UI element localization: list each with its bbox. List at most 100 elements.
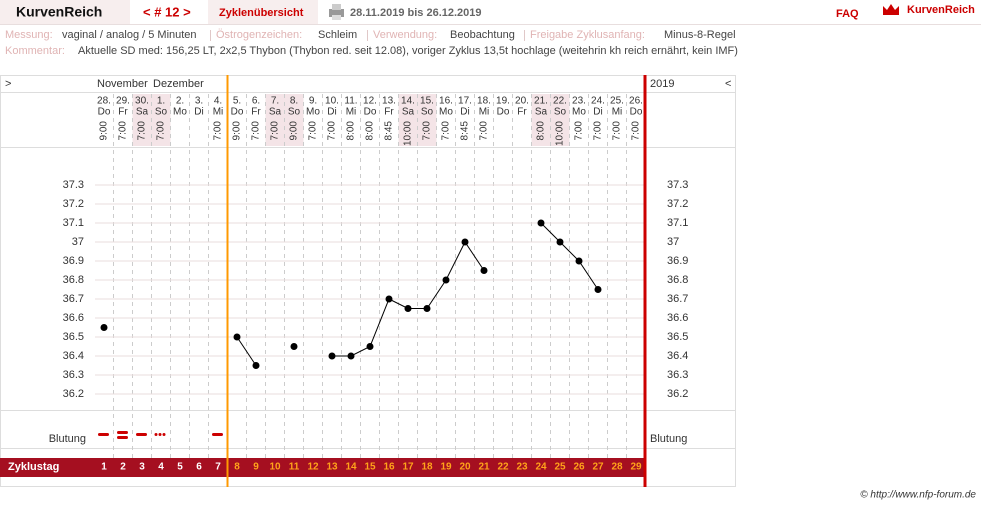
info-label: Messung: bbox=[5, 29, 53, 41]
cycle-day: 23 bbox=[516, 462, 528, 473]
temperature-point bbox=[404, 305, 412, 312]
time-label: 7:00 bbox=[270, 121, 281, 141]
y-tick-label-right: 36.3 bbox=[667, 369, 688, 381]
temperature-point bbox=[537, 219, 545, 227]
row-label: Blutung bbox=[49, 433, 86, 445]
date-label: 28. bbox=[97, 96, 111, 107]
comment-label: Kommentar: bbox=[5, 45, 65, 57]
cycle-day: 9 bbox=[253, 462, 259, 473]
y-tick-label: 36.8 bbox=[63, 274, 84, 286]
cycle-day: 18 bbox=[421, 462, 433, 473]
weekday-label: Sa bbox=[136, 107, 149, 118]
date-label: 6. bbox=[252, 96, 260, 107]
logo-icon bbox=[883, 4, 899, 15]
date-label: 9. bbox=[309, 96, 317, 107]
info-label: Freigabe Zyklusanfang: bbox=[530, 29, 645, 41]
bleeding-marks bbox=[98, 431, 223, 439]
weekday-label: Di bbox=[593, 107, 602, 118]
time-label: 7:00 bbox=[251, 121, 262, 141]
cycle-day: 7 bbox=[215, 462, 221, 473]
date-label: 2. bbox=[176, 96, 184, 107]
y-tick-label: 37.1 bbox=[63, 217, 84, 229]
date-label: 12. bbox=[363, 96, 377, 107]
info-value: Beobachtung bbox=[450, 29, 515, 41]
cycle-day: 6 bbox=[196, 462, 202, 473]
time-label: 7:00 bbox=[137, 121, 148, 141]
weekday-label: Fr bbox=[384, 107, 394, 118]
chart-frame bbox=[0, 75, 736, 487]
time-label: 9:00 bbox=[289, 121, 300, 141]
month-label: November bbox=[97, 78, 148, 90]
date-label: 19. bbox=[496, 96, 510, 107]
y-tick-label: 36.6 bbox=[63, 312, 84, 324]
weekday-label: Fr bbox=[118, 107, 128, 118]
weekend-shade bbox=[531, 94, 551, 146]
date-label: 24. bbox=[591, 96, 605, 107]
cycle-day: 26 bbox=[573, 462, 585, 473]
weekday-label: Fr bbox=[251, 107, 261, 118]
date-label: 21. bbox=[534, 96, 548, 107]
temperature-point bbox=[252, 362, 260, 369]
overview-link[interactable]: Zyklenübersicht bbox=[219, 7, 304, 19]
cycle-day: 10 bbox=[269, 462, 281, 473]
time-label: 7:00 bbox=[574, 121, 585, 141]
weekday-label: So bbox=[421, 107, 434, 118]
cycle-day: 4 bbox=[158, 462, 164, 473]
overview-box bbox=[208, 0, 318, 24]
weekend-shade bbox=[151, 94, 171, 146]
cycle-nav[interactable]: < # 12 > bbox=[143, 4, 191, 19]
temperature-point bbox=[366, 343, 374, 350]
cycle-day: 16 bbox=[383, 462, 395, 473]
row-label-right: Blutung bbox=[650, 433, 687, 445]
time-label: 8:00 bbox=[365, 121, 376, 141]
cycle-day: 28 bbox=[611, 462, 623, 473]
weekday-label: Fr bbox=[517, 107, 527, 118]
weekday-label: Sa bbox=[402, 107, 415, 118]
brand[interactable]: KurvenReich bbox=[16, 4, 102, 20]
y-tick-label-right: 37.3 bbox=[667, 179, 688, 191]
print-icon[interactable] bbox=[329, 4, 344, 20]
cycle-day: 22 bbox=[497, 462, 509, 473]
cycle-day: 2 bbox=[120, 462, 126, 473]
logo-text[interactable]: KurvenReich bbox=[907, 4, 975, 16]
weekday-label: Mi bbox=[213, 107, 224, 118]
cycle-day: 29 bbox=[630, 462, 642, 473]
time-label: 10:00 bbox=[403, 121, 414, 146]
faq-link[interactable]: FAQ bbox=[836, 8, 859, 20]
y-tick-label-right: 37 bbox=[667, 236, 679, 248]
weekday-label: Do bbox=[497, 107, 510, 118]
weekday-label: Do bbox=[231, 107, 244, 118]
cycle-day: 17 bbox=[402, 462, 414, 473]
cycle-day: 25 bbox=[554, 462, 566, 473]
date-label: 13. bbox=[382, 96, 396, 107]
temperature-point bbox=[328, 352, 336, 360]
info-value: Schleim bbox=[318, 29, 357, 41]
y-tick-label-right: 37.1 bbox=[667, 217, 688, 229]
date-label: 30. bbox=[135, 96, 149, 107]
weekday-label: Mi bbox=[346, 107, 357, 118]
temperature-point bbox=[480, 267, 488, 274]
temperature-point bbox=[233, 333, 241, 341]
time-label: 7:00 bbox=[118, 121, 129, 141]
weekday-label: Di bbox=[194, 107, 203, 118]
weekday-label: Do bbox=[630, 107, 643, 118]
date-label: 16. bbox=[439, 96, 453, 107]
temperature-point bbox=[385, 295, 393, 303]
cycle-day: 24 bbox=[535, 462, 547, 473]
temperature-line bbox=[540, 222, 599, 290]
weekday-label: Mi bbox=[479, 107, 490, 118]
y-tick-label: 36.3 bbox=[63, 369, 84, 381]
date-label: 5. bbox=[233, 96, 241, 107]
comment-value: Aktuelle SD med: 156,25 LT, 2x2,5 Thybon… bbox=[78, 45, 738, 57]
time-label: 7:00 bbox=[612, 121, 623, 141]
weekday-label: Di bbox=[460, 107, 469, 118]
row-label: Zyklustag bbox=[8, 461, 59, 473]
cycle-day: 8 bbox=[234, 462, 240, 473]
temperature-line bbox=[236, 336, 257, 366]
info-label: Östrogenzeichen: bbox=[216, 29, 302, 41]
footer: © http://www.nfp-forum.de bbox=[860, 490, 976, 501]
temperature-point bbox=[423, 305, 431, 312]
info-value: vaginal / analog / 5 Minuten bbox=[62, 29, 197, 41]
nav-right: < bbox=[725, 78, 731, 90]
